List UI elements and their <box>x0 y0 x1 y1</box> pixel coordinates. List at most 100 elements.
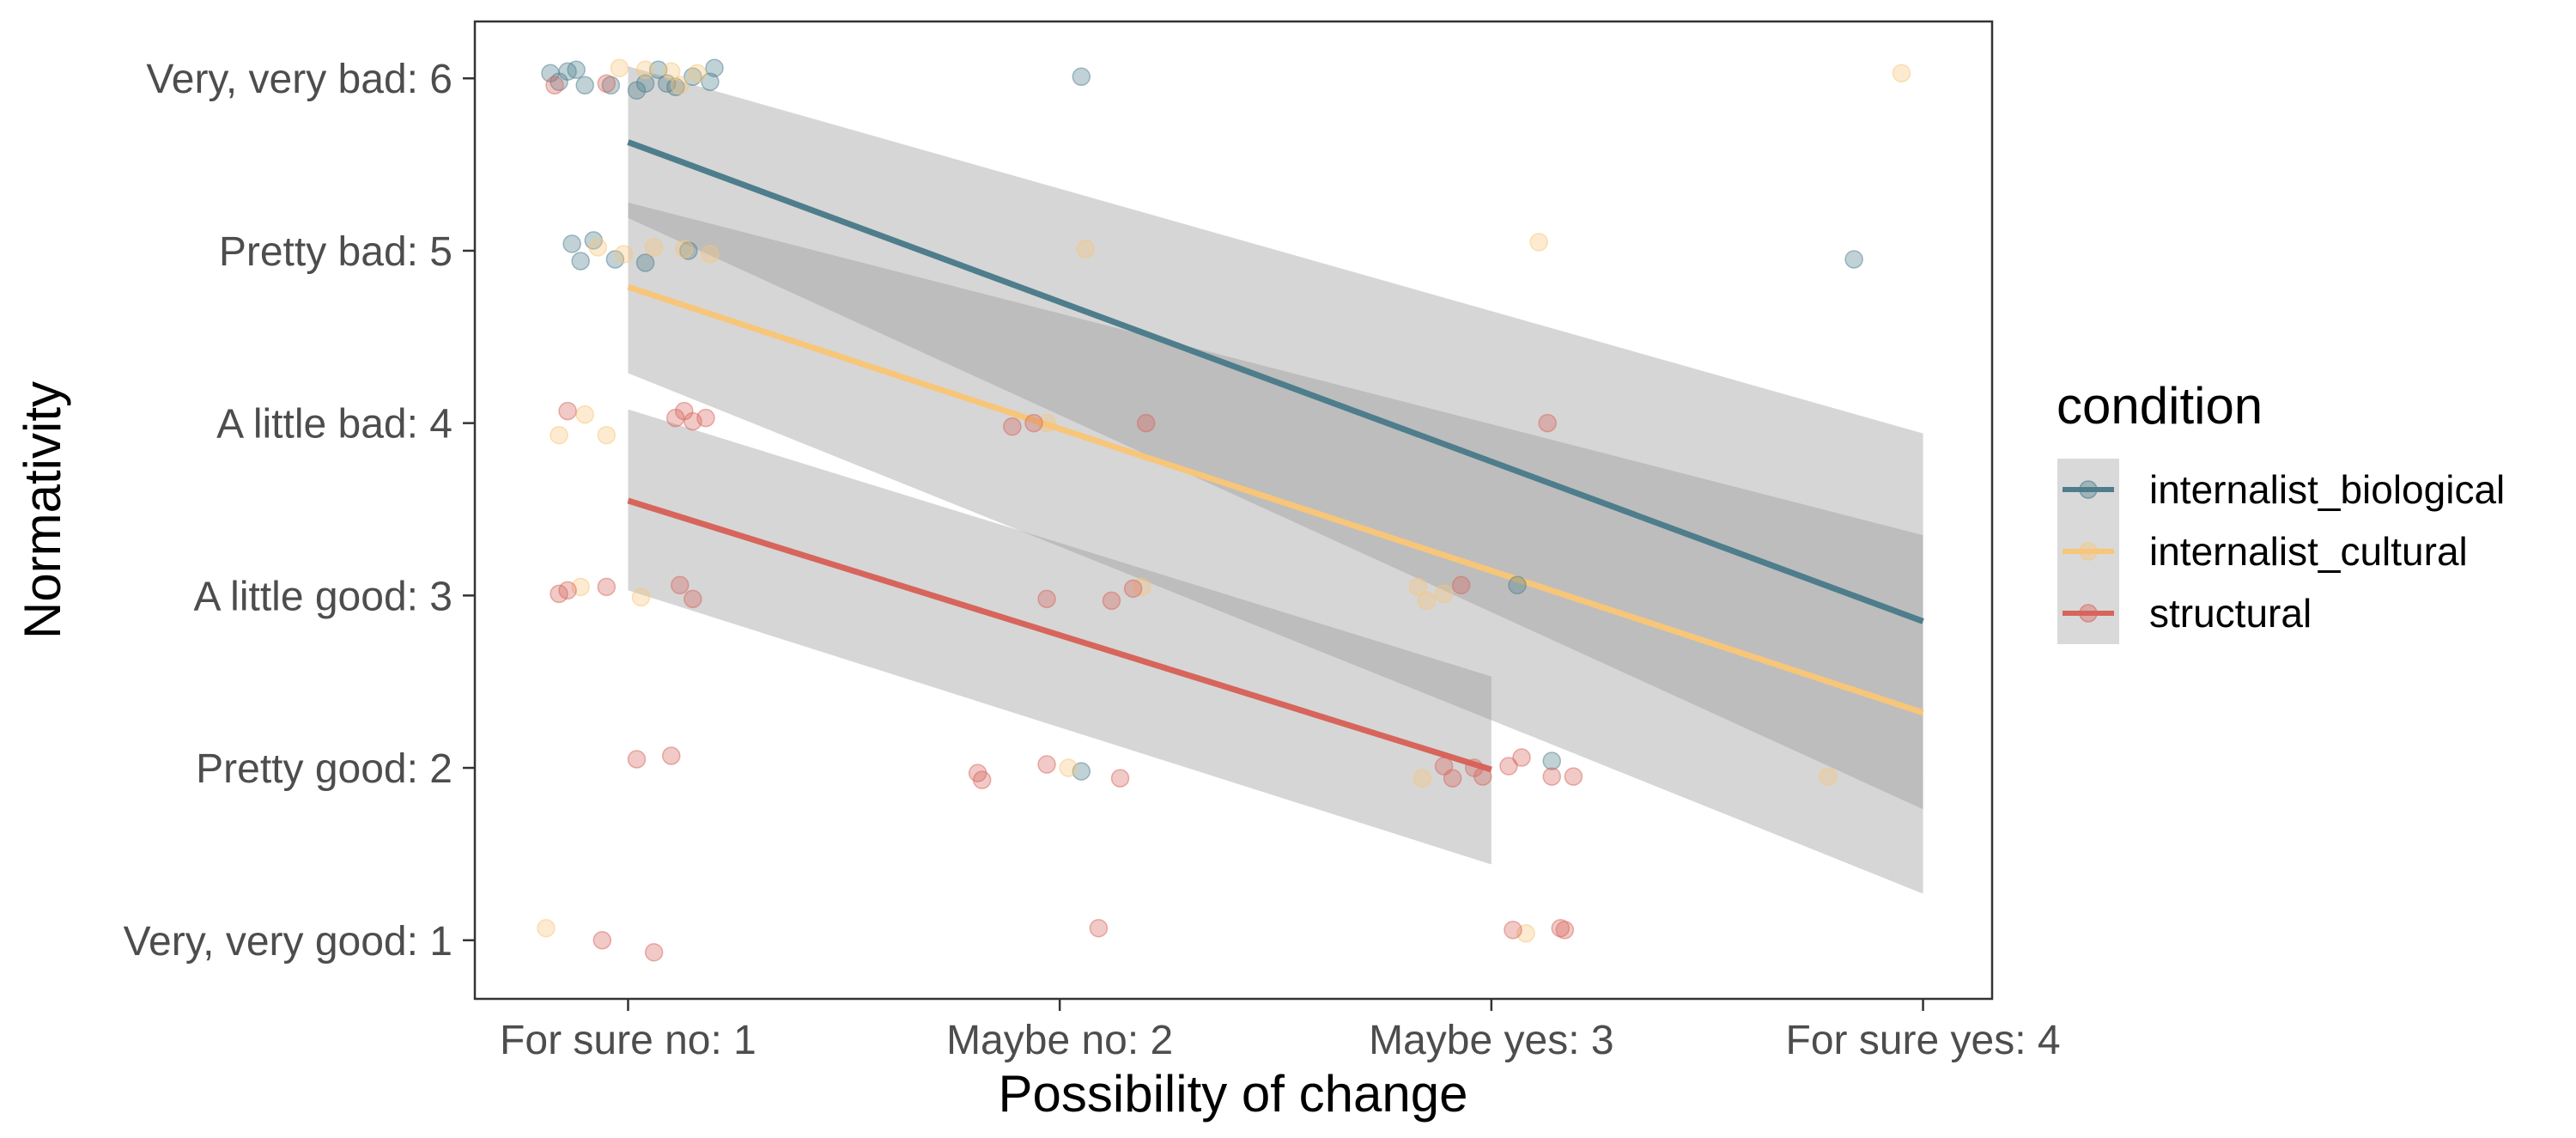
x-tick-label: For sure no: 1 <box>500 1018 756 1063</box>
point-structural <box>1564 767 1583 786</box>
point-internalist-biological <box>562 234 581 253</box>
point-structural <box>696 408 715 428</box>
point-structural <box>558 581 577 600</box>
point-internalist-biological <box>605 250 625 269</box>
y-tick-label: Pretty good: 2 <box>196 746 453 792</box>
point-internalist-cultural <box>688 64 707 82</box>
point-structural <box>1136 413 1156 433</box>
point-internalist-cultural <box>614 245 634 264</box>
point-structural <box>1089 918 1109 938</box>
point-internalist-cultural <box>644 238 664 257</box>
point-internalist-biological <box>571 252 590 271</box>
legend: condition internalist_biologicalinternal… <box>2057 377 2505 644</box>
y-tick-label: Pretty bad: 5 <box>219 229 453 275</box>
fit-line-internalist-biological <box>627 139 1924 624</box>
point-structural <box>1123 579 1143 599</box>
plot-background <box>475 21 1992 999</box>
legend-item-structural: structural <box>2063 591 2312 636</box>
point-structural <box>972 770 992 789</box>
point-internalist-cultural <box>635 60 655 79</box>
point-structural <box>592 931 612 950</box>
x-tick-label: Maybe yes: 3 <box>1369 1018 1613 1063</box>
point-internalist-biological <box>1072 67 1091 86</box>
point-structural <box>1037 589 1056 609</box>
point-structural <box>1542 767 1561 786</box>
point-structural <box>545 76 564 95</box>
point-internalist-biological <box>635 253 655 272</box>
confidence-ribbon-internalist-cultural <box>628 202 1923 894</box>
legend-item-internalist-cultural: internalist_cultural <box>2063 529 2468 574</box>
point-structural <box>597 74 617 94</box>
legend-label: structural <box>2149 591 2312 636</box>
point-structural <box>671 575 690 595</box>
point-internalist-cultural <box>1529 233 1548 252</box>
point-structural <box>1555 920 1575 940</box>
fit-line-internalist-cultural <box>627 283 1924 716</box>
legend-title: condition <box>2057 377 2263 435</box>
point-internalist-biological <box>635 74 655 94</box>
point-structural <box>558 401 577 421</box>
point-internalist-cultural <box>671 76 690 95</box>
point-internalist-cultural <box>1892 64 1911 82</box>
point-internalist-biological <box>575 76 594 95</box>
point-internalist-cultural <box>1037 413 1056 433</box>
point-internalist-cultural <box>575 405 594 424</box>
point-structural <box>1538 413 1557 433</box>
point-internalist-cultural <box>1819 767 1838 786</box>
point-internalist-cultural <box>661 62 681 81</box>
point-structural <box>1024 413 1043 433</box>
point-structural <box>1102 591 1121 611</box>
point-internalist-biological <box>701 72 720 91</box>
point-internalist-biological <box>1542 752 1561 770</box>
point-structural <box>1499 757 1518 776</box>
point-structural <box>1003 417 1022 436</box>
point-structural <box>1451 575 1471 595</box>
y-tick-label: Very, very good: 1 <box>124 919 453 965</box>
x-tick-label: Maybe no: 2 <box>946 1018 1173 1063</box>
fit-line-structural <box>627 497 1492 773</box>
point-structural <box>1037 755 1056 774</box>
y-axis: Very, very good: 1 Pretty good: 2 A little… <box>124 57 475 965</box>
plot-border <box>473 20 1994 1001</box>
y-tick-label: A little good: 3 <box>193 574 453 619</box>
point-structural <box>1512 748 1531 767</box>
point-internalist-cultural <box>610 58 629 77</box>
point-structural <box>661 746 681 765</box>
y-tick-label: A little bad: 4 <box>216 402 453 447</box>
point-structural <box>683 589 702 609</box>
point-internalist-cultural <box>537 918 556 938</box>
y-axis-title: Normativity <box>14 381 71 639</box>
data-points <box>537 58 1911 962</box>
point-structural <box>644 943 664 962</box>
x-axis: For sure no: 1 Maybe no: 2 Maybe yes: 3 For… <box>500 999 2061 1063</box>
point-internalist-cultural <box>1434 584 1454 604</box>
legend-items: internalist_biological internalist_cultur… <box>2063 467 2505 636</box>
point-structural <box>1473 767 1492 786</box>
point-internalist-cultural <box>701 245 720 264</box>
legend-label: internalist_biological <box>2149 467 2505 512</box>
x-axis-title: Possibility of change <box>999 1065 1468 1123</box>
legend-item-internalist-biological: internalist_biological <box>2063 467 2505 512</box>
point-internalist-cultural <box>1059 758 1078 777</box>
point-structural <box>1110 769 1130 788</box>
point-structural <box>597 577 617 597</box>
point-internalist-biological <box>705 58 724 77</box>
point-internalist-biological <box>1508 575 1527 595</box>
point-structural <box>1504 920 1522 940</box>
point-internalist-cultural <box>1408 577 1428 597</box>
point-internalist-biological <box>1844 250 1863 269</box>
point-internalist-cultural <box>631 587 651 607</box>
plot-panel <box>473 20 1994 1001</box>
fit-lines <box>627 139 1924 773</box>
point-internalist-cultural <box>1413 769 1432 788</box>
point-internalist-cultural <box>597 425 617 445</box>
point-internalist-cultural <box>550 425 568 445</box>
point-internalist-cultural <box>1417 591 1437 611</box>
y-tick-label: Very, very bad: 6 <box>146 57 453 102</box>
point-structural <box>627 750 647 769</box>
point-internalist-cultural <box>1076 240 1096 259</box>
point-internalist-cultural <box>588 238 608 257</box>
legend-label: internalist_cultural <box>2149 529 2468 574</box>
point-structural <box>1443 769 1462 788</box>
